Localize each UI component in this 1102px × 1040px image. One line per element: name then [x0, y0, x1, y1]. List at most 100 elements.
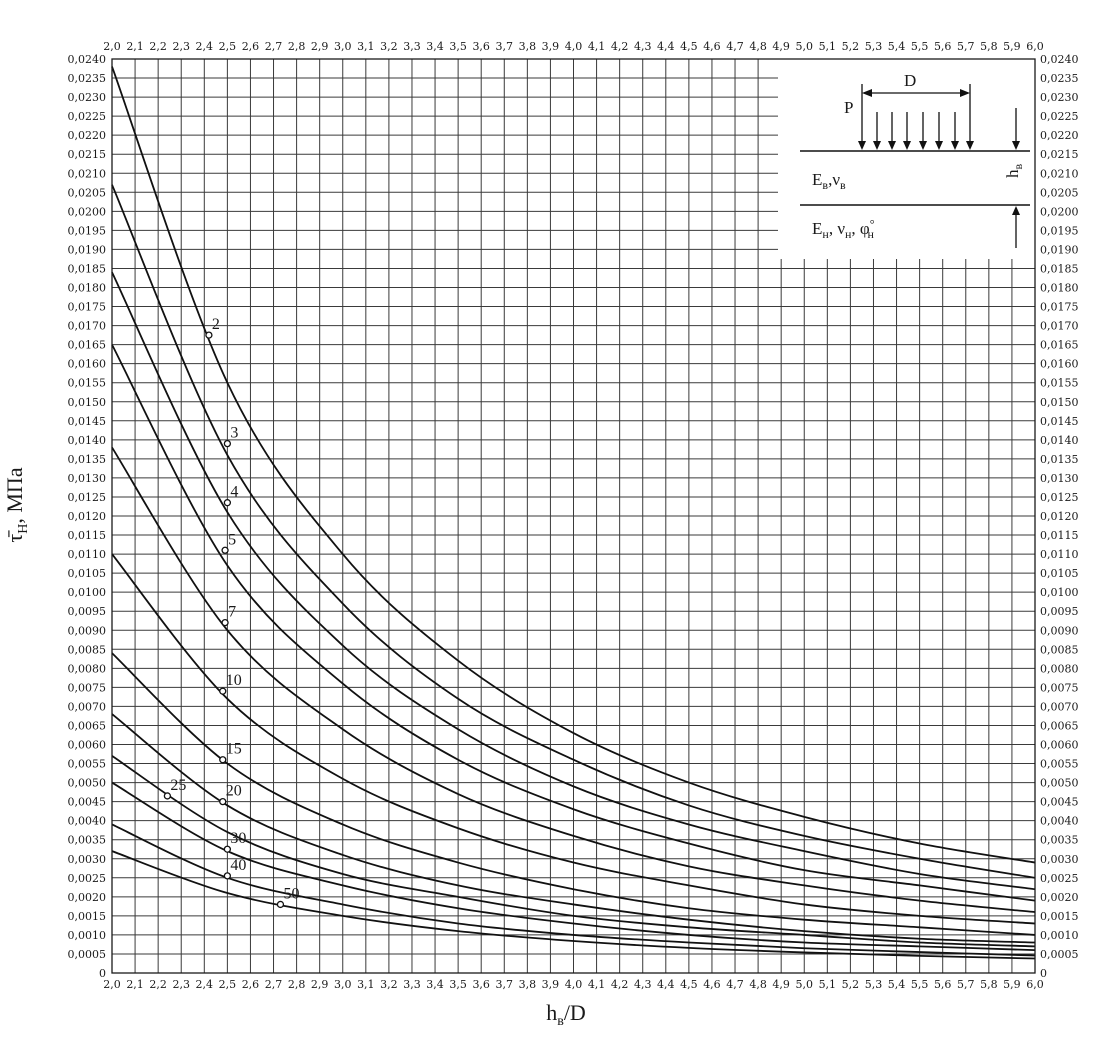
- y-tick-label-right: 0,0155: [1040, 377, 1079, 390]
- x-tick-label-bottom: 4,5: [680, 978, 698, 991]
- x-tick-label-bottom: 4,9: [772, 978, 790, 991]
- y-tick-label-left: 0,0185: [68, 262, 107, 275]
- y-tick-label-left: 0,0090: [68, 624, 107, 637]
- inset-label-d: D: [904, 71, 916, 90]
- x-tick-label-top: 3,8: [519, 40, 537, 53]
- curve-label-7: 7: [228, 604, 236, 621]
- x-tick-label-top: 2,0: [103, 40, 121, 53]
- curve-marker-50: [276, 900, 285, 909]
- x-tick-label-bottom: 3,6: [472, 978, 490, 991]
- curve-30: [111, 781, 1036, 952]
- y-tick-label-left: 0,0100: [68, 586, 107, 599]
- x-tick-label-bottom: 3,3: [403, 978, 421, 991]
- inset-upper-layer-label: Eв,νв: [812, 170, 846, 192]
- curve-marker-2: [205, 331, 213, 339]
- y-tick-label-right: 0,0030: [1040, 853, 1079, 866]
- y-tick-label-left: 0,0195: [68, 224, 107, 237]
- y-tick-label-left: 0,0145: [68, 415, 107, 428]
- x-tick-label-bottom: 3,9: [542, 978, 560, 991]
- curve-15: [111, 652, 1036, 936]
- y-tick-label-left: 0,0040: [68, 815, 107, 828]
- x-tick-label-top: 2,8: [288, 40, 306, 53]
- curve-label-50: 50: [283, 885, 299, 902]
- x-tick-label-top: 2,1: [126, 40, 144, 53]
- x-tick-label-top: 5,6: [934, 40, 952, 53]
- curve-marker-7: [221, 618, 229, 627]
- x-tick-label-top: 2,3: [172, 40, 190, 53]
- y-tick-label-right: 0,0090: [1040, 624, 1079, 637]
- x-tick-label-top: 5,8: [980, 40, 998, 53]
- x-tick-label-bottom: 5,8: [980, 978, 998, 991]
- curve-marker-10: [219, 687, 227, 695]
- curve-20: [111, 713, 1036, 944]
- inset-load-arrowhead: [888, 141, 896, 150]
- y-tick-label-left: 0,0215: [68, 148, 107, 161]
- curve-marker-4: [223, 499, 232, 507]
- y-tick-label-left: 0,0050: [68, 777, 107, 790]
- x-tick-label-bottom: 5,1: [819, 978, 837, 991]
- curve-label-40: 40: [230, 857, 246, 874]
- x-tick-label-bottom: 4,0: [565, 978, 583, 991]
- x-tick-label-top: 3,4: [426, 40, 444, 53]
- x-tick-label-bottom: 5,9: [1003, 978, 1021, 991]
- y-tick-label-left: 0,0075: [68, 681, 107, 694]
- y-tick-label-left: 0: [99, 967, 106, 980]
- curve-marker-30: [223, 845, 232, 853]
- y-tick-label-right: 0,0180: [1040, 282, 1079, 295]
- y-tick-label-right: 0,0080: [1040, 662, 1079, 675]
- y-tick-label-left: 0,0180: [68, 282, 107, 295]
- x-tick-label-top: 5,2: [842, 40, 860, 53]
- inset-load-arrows: [858, 84, 1020, 248]
- curve-marker-15: [219, 756, 227, 764]
- curves: [111, 66, 1036, 960]
- y-tick-label-right: 0,0070: [1040, 700, 1079, 713]
- curve-label-5: 5: [228, 531, 236, 548]
- curve-label-2: 2: [212, 316, 220, 333]
- y-tick-label-left: 0,0165: [68, 339, 107, 352]
- y-tick-label-right: 0,0105: [1040, 567, 1079, 580]
- y-tick-label-right: 0,0100: [1040, 586, 1079, 599]
- x-tick-label-top: 4,1: [588, 40, 606, 53]
- x-tick-label-bottom: 5,6: [934, 978, 952, 991]
- x-tick-label-bottom: 3,8: [519, 978, 537, 991]
- inset-thickness-arrowhead-bottom: [1012, 206, 1020, 215]
- tick-labels: 2,0 2,0 2,1 2,1 2,2 2,2 2,3 2,3 2,4 2,4 2,5 2,5 2,6 2…: [68, 40, 1079, 991]
- x-tick-label-bottom: 4,8: [749, 978, 767, 991]
- x-tick-label-top: 6,0: [1026, 40, 1044, 53]
- y-tick-label-right: 0,0005: [1040, 948, 1079, 961]
- y-tick-label-left: 0,0085: [68, 643, 107, 656]
- inset-thickness-label: hв: [1003, 164, 1025, 179]
- x-tick-label-bottom: 6,0: [1026, 978, 1044, 991]
- y-tick-label-left: 0,0205: [68, 186, 107, 199]
- curve-markers: [163, 331, 285, 909]
- x-tick-label-bottom: 5,5: [911, 978, 929, 991]
- curve-label-30: 30: [230, 830, 246, 847]
- x-tick-label-top: 4,5: [680, 40, 698, 53]
- y-tick-label-right: 0,0235: [1040, 72, 1079, 85]
- y-tick-label-left: 0,0240: [68, 53, 107, 66]
- x-tick-label-bottom: 3,0: [334, 978, 352, 991]
- y-tick-label-right: 0: [1040, 967, 1047, 980]
- y-tick-label-left: 0,0060: [68, 739, 107, 752]
- x-tick-label-top: 4,9: [772, 40, 790, 53]
- x-tick-label-top: 3,5: [449, 40, 467, 53]
- x-tick-label-bottom: 2,7: [265, 978, 283, 991]
- y-tick-label-right: 0,0205: [1040, 186, 1079, 199]
- curve-2: [111, 66, 1036, 864]
- y-tick-label-left: 0,0045: [68, 796, 107, 809]
- x-tick-label-top: 3,6: [472, 40, 490, 53]
- curve-marker-5: [221, 546, 229, 554]
- y-tick-label-left: 0,0080: [68, 662, 107, 675]
- y-tick-label-left: 0,0200: [68, 205, 107, 218]
- x-tick-label-top: 3,9: [542, 40, 560, 53]
- x-tick-label-bottom: 3,1: [357, 978, 375, 991]
- y-tick-label-left: 0,0065: [68, 719, 107, 732]
- x-tick-label-top: 3,2: [380, 40, 398, 53]
- y-tick-label-left: 0,0120: [68, 510, 107, 523]
- x-tick-label-top: 4,2: [611, 40, 629, 53]
- y-tick-label-right: 0,0010: [1040, 929, 1079, 942]
- x-tick-label-bottom: 2,4: [196, 978, 214, 991]
- y-tick-label-right: 0,0160: [1040, 358, 1079, 371]
- x-tick-label-bottom: 2,5: [219, 978, 237, 991]
- y-tick-label-left: 0,0115: [68, 529, 107, 542]
